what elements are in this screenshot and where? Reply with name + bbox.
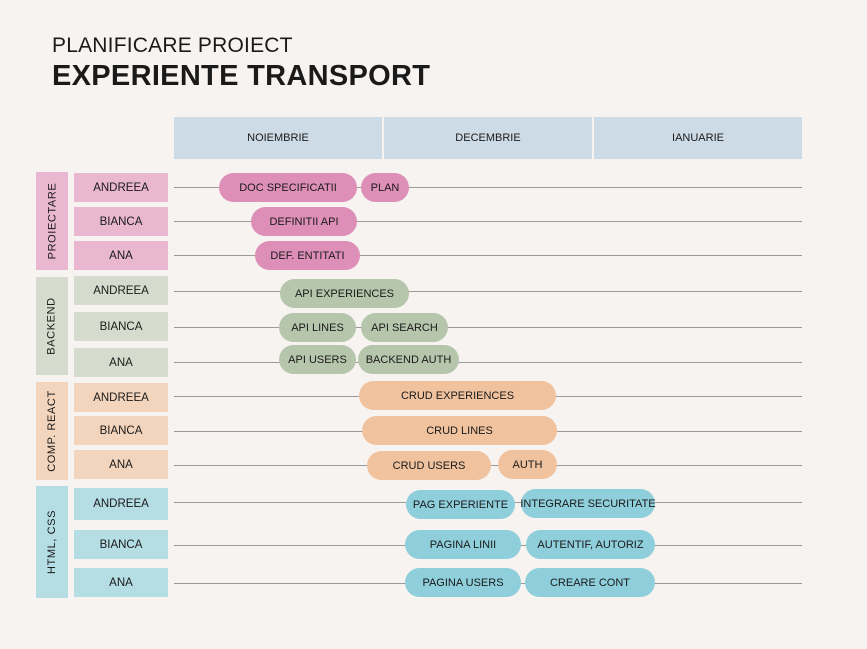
task-auth: AUTH <box>498 450 557 479</box>
title-line1: PLANIFICARE PROIECT <box>52 34 293 57</box>
name-cell-proiectare-ana: ANA <box>74 241 168 270</box>
task-pagina-linii: PAGINA LINII <box>405 530 521 559</box>
name-cell-backend-bianca: BIANCA <box>74 312 168 341</box>
task-api-search: API SEARCH <box>361 313 448 342</box>
month-header-december: DECEMBRIE <box>384 117 592 159</box>
row-line <box>174 327 802 328</box>
name-cell-backend-ana: ANA <box>74 348 168 377</box>
task-crud-users: CRUD USERS <box>367 451 491 480</box>
name-cell-react-ana: ANA <box>74 450 168 479</box>
row-line <box>174 221 802 222</box>
task-creare-cont: CREARE CONT <box>525 568 655 597</box>
name-cell-backend-andreea: ANDREEA <box>74 276 168 305</box>
month-header-january: IANUARIE <box>594 117 802 159</box>
row-line <box>174 187 802 188</box>
group-label-proiectare: PROIECTARE <box>36 172 68 270</box>
row-line <box>174 362 802 363</box>
group-label-html-css: HTML, CSS <box>36 486 68 598</box>
task-crud-lines: CRUD LINES <box>362 416 557 445</box>
row-line <box>174 291 802 292</box>
task-api-users: API USERS <box>279 345 356 374</box>
task-crud-experiences: CRUD EXPERIENCES <box>359 381 556 410</box>
name-cell-react-bianca: BIANCA <box>74 416 168 445</box>
title-line2: EXPERIENTE TRANSPORT <box>52 60 431 92</box>
name-cell-html-ana: ANA <box>74 568 168 597</box>
name-cell-html-andreea: ANDREEA <box>74 488 168 520</box>
task-backend-auth: BACKEND AUTH <box>358 345 459 374</box>
task-pag-experiente: PAG EXPERIENTE <box>406 490 515 519</box>
task-integrare-securitate: INTEGRARE SECURITATE <box>520 489 656 518</box>
name-cell-react-andreea: ANDREEA <box>74 383 168 412</box>
task-doc-specificatii: DOC SPECIFICATII <box>219 173 357 202</box>
group-label-backend: BACKEND <box>36 277 68 375</box>
task-api-experiences: API EXPERIENCES <box>280 279 409 308</box>
task-def-entitati: DEF. ENTITATI <box>255 241 360 270</box>
name-cell-proiectare-andreea: ANDREEA <box>74 173 168 202</box>
name-cell-html-bianca: BIANCA <box>74 530 168 559</box>
task-api-lines: API LINES <box>279 313 356 342</box>
name-cell-proiectare-bianca: BIANCA <box>74 207 168 236</box>
task-definitii-api: DEFINITII API <box>251 207 357 236</box>
month-header-november: NOIEMBRIE <box>174 117 382 159</box>
group-label-comp-react: COMP. REACT <box>36 382 68 480</box>
row-line <box>174 255 802 256</box>
task-plan: PLAN <box>361 173 409 202</box>
task-pagina-users: PAGINA USERS <box>405 568 521 597</box>
task-autentif-autoriz: AUTENTIF, AUTORIZ <box>526 530 655 559</box>
